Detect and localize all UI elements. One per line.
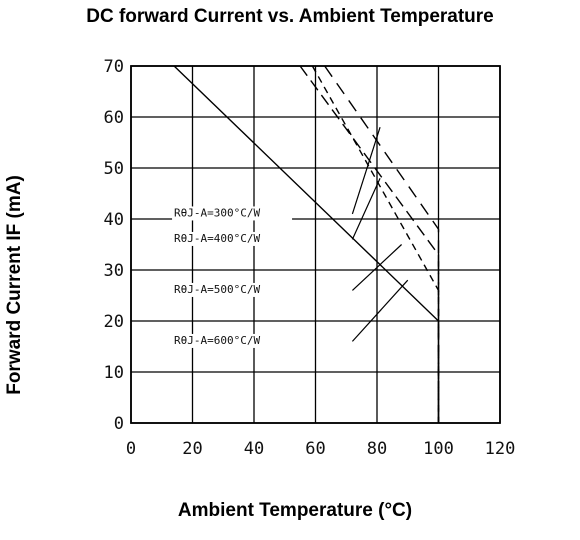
x-tick-label: 120 <box>485 439 516 459</box>
series-line <box>311 65 440 423</box>
curve-label-bg <box>172 231 293 246</box>
series-line <box>173 65 440 423</box>
curve-label: RθJ-A=600°C/W <box>174 334 260 347</box>
leader-line <box>351 127 381 215</box>
curve-label: RθJ-A=300°C/W <box>174 206 260 219</box>
curve-label: RθJ-A=400°C/W <box>174 232 260 245</box>
y-tick-label: 70 <box>104 57 124 77</box>
x-tick-label: 40 <box>244 439 264 459</box>
x-tick-label: 100 <box>423 439 454 459</box>
y-tick-label: 0 <box>114 414 124 434</box>
x-axis-label: Ambient Temperature (°C) <box>177 500 413 521</box>
x-tick-label: 0 <box>126 439 136 459</box>
x-tick-label: 60 <box>305 439 325 459</box>
curve-label-bg <box>172 282 293 297</box>
x-tick-label: 20 <box>182 439 202 459</box>
curve-label: RθJ-A=500°C/W <box>174 283 260 296</box>
y-tick-label: 10 <box>104 363 124 383</box>
series-line <box>299 65 440 423</box>
leader-line <box>351 279 409 342</box>
x-tick-label: 80 <box>367 439 387 459</box>
series-line <box>324 65 440 423</box>
y-tick-label: 40 <box>104 210 124 230</box>
y-tick-label: 20 <box>104 312 124 332</box>
y-tick-label: 30 <box>104 261 124 281</box>
leader-line <box>351 177 381 240</box>
chart-title: DC forward Current vs. Ambient Temperatu… <box>86 6 494 27</box>
y-tick-label: 60 <box>104 108 124 128</box>
curve-label-bg <box>172 333 293 348</box>
y-tick-label: 50 <box>104 159 124 179</box>
leader-line <box>351 244 403 291</box>
plot-frame <box>130 65 501 424</box>
curve-label-bg <box>172 206 293 221</box>
